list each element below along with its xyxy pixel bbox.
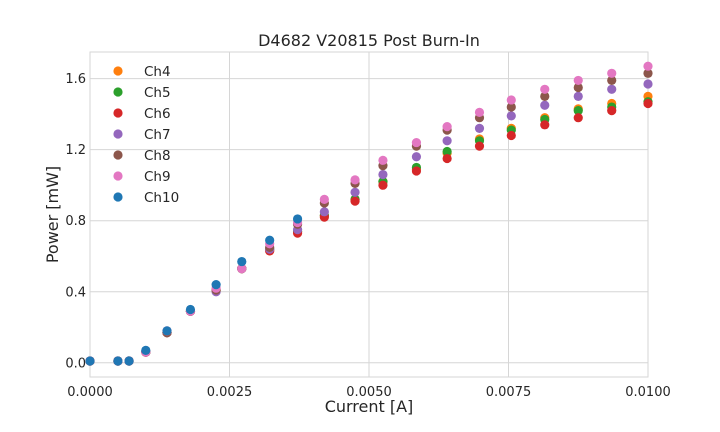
y-tick-label: 0.8 <box>65 214 86 229</box>
legend-label: Ch5 <box>144 85 171 101</box>
data-point-ch10 <box>113 356 123 366</box>
data-point-ch6 <box>378 180 388 190</box>
data-point-ch9 <box>442 121 452 132</box>
data-point-ch6 <box>506 130 516 141</box>
data-point-ch8 <box>540 91 550 101</box>
data-point-ch7 <box>411 152 422 162</box>
grid <box>89 52 649 377</box>
data-point-ch7 <box>573 91 583 101</box>
x-tick-label: 0.0075 <box>486 385 532 400</box>
data-point-ch8 <box>506 102 516 112</box>
data-point-ch7 <box>319 207 329 217</box>
data-point-ch7 <box>378 169 388 180</box>
legend-label: Ch8 <box>144 148 171 164</box>
legend-marker <box>113 66 123 76</box>
data-point-ch7 <box>350 187 360 197</box>
data-point-ch10 <box>237 256 247 267</box>
data-points <box>85 61 653 366</box>
data-point-ch10 <box>265 235 275 245</box>
legend-label: Ch10 <box>144 190 179 206</box>
y-tick-label: 1.6 <box>65 72 86 87</box>
data-point-ch5 <box>442 146 452 157</box>
data-point-ch5 <box>573 106 583 116</box>
legend-marker <box>113 129 123 139</box>
data-point-ch9 <box>350 175 360 185</box>
data-point-ch9 <box>319 194 329 205</box>
data-point-ch9 <box>573 75 583 86</box>
legend-marker <box>113 87 123 97</box>
data-point-ch10 <box>185 304 196 315</box>
y-tick-label: 0.0 <box>65 356 86 371</box>
legend: Ch4 Ch5 Ch6 Ch7 Ch8 Ch9 Ch10 <box>113 64 179 206</box>
data-point-ch9 <box>607 68 617 78</box>
data-point-ch10 <box>124 356 134 366</box>
data-point-ch10 <box>292 214 303 224</box>
data-point-ch9 <box>411 137 422 148</box>
data-point-ch8 <box>607 75 617 86</box>
data-point-ch7 <box>474 123 485 133</box>
data-point-ch7 <box>540 100 550 110</box>
data-point-ch6 <box>442 153 452 164</box>
legend-label: Ch6 <box>144 106 171 122</box>
y-axis-label: Power [mW] <box>43 166 62 263</box>
data-point-ch6 <box>540 120 550 130</box>
x-axis-label: Current [A] <box>325 397 414 416</box>
series-ch10 <box>85 214 303 366</box>
data-point-ch9 <box>540 84 550 94</box>
data-point-ch6 <box>411 166 422 176</box>
legend-marker <box>113 108 123 118</box>
chart-title: D4682 V20815 Post Burn-In <box>258 31 480 50</box>
data-point-ch9 <box>643 61 653 71</box>
legend-marker <box>113 171 123 181</box>
data-point-ch7 <box>506 111 516 121</box>
data-point-ch6 <box>573 113 583 123</box>
data-point-ch9 <box>378 155 388 165</box>
x-tick-label: 0.0025 <box>207 385 253 400</box>
data-point-ch10 <box>211 280 221 290</box>
legend-label: Ch4 <box>144 64 171 80</box>
data-point-ch7 <box>643 79 653 89</box>
legend-marker <box>113 192 123 202</box>
x-tick-label: 0.0100 <box>625 385 671 400</box>
data-point-ch8 <box>643 68 653 78</box>
data-point-ch9 <box>237 264 247 274</box>
y-tick-label: 0.4 <box>65 285 86 300</box>
data-point-ch9 <box>474 107 485 117</box>
data-point-ch6 <box>474 141 485 151</box>
x-tick-label: 0.0050 <box>346 385 392 400</box>
x-tick-labels: 0.0000 0.0025 0.0050 0.0075 0.0100 <box>67 385 671 400</box>
data-point-ch7 <box>442 136 452 146</box>
y-tick-label: 1.2 <box>65 143 86 158</box>
data-point-ch10 <box>85 356 95 366</box>
data-point-ch6 <box>643 98 653 109</box>
data-point-ch9 <box>506 95 516 105</box>
data-point-ch8 <box>573 82 583 93</box>
legend-label: Ch7 <box>144 127 171 143</box>
data-point-ch7 <box>607 84 617 94</box>
y-tick-labels: 0.0 0.4 0.8 1.2 1.6 <box>65 72 86 371</box>
data-point-ch10 <box>141 345 151 355</box>
data-point-ch6 <box>350 196 360 206</box>
data-point-ch6 <box>607 106 617 116</box>
legend-label: Ch9 <box>144 169 171 185</box>
legend-marker <box>113 150 123 160</box>
data-point-ch10 <box>162 326 172 336</box>
x-tick-label: 0.0000 <box>67 385 113 400</box>
